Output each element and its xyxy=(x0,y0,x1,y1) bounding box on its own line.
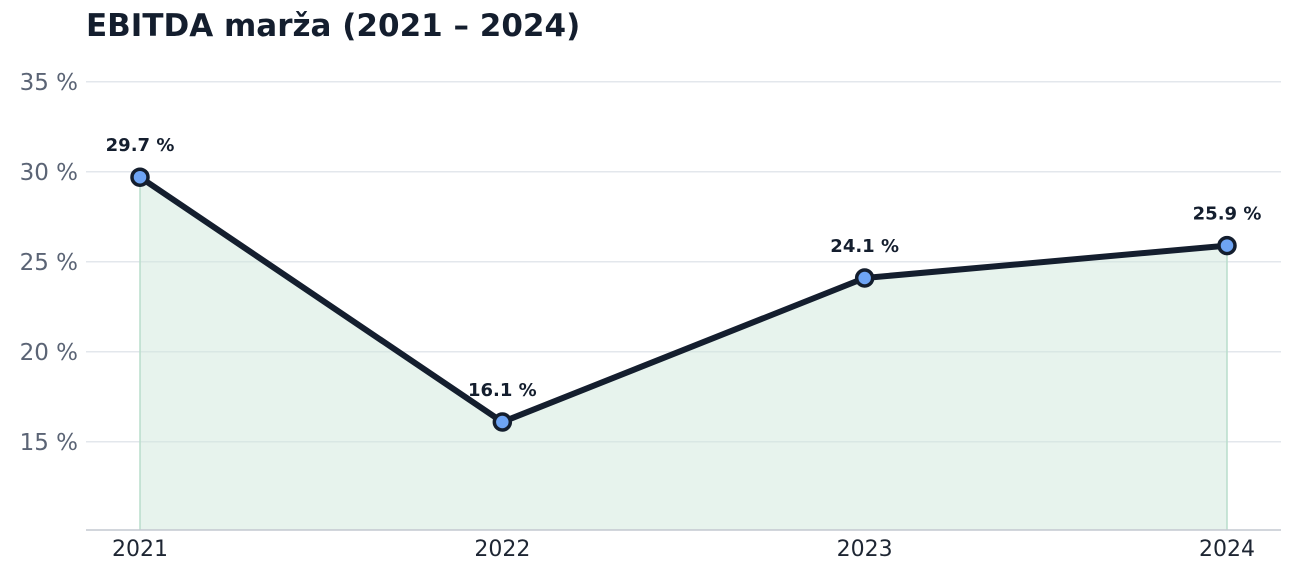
data-labels: 29.7 % 16.1 % 24.1 % 25.9 % xyxy=(106,135,1262,401)
data-point xyxy=(130,167,150,187)
y-tick-label: 20 % xyxy=(20,340,78,366)
y-tick-label: 15 % xyxy=(20,430,78,456)
data-label: 25.9 % xyxy=(1193,204,1262,225)
data-point xyxy=(1217,235,1237,256)
area-fill-layer xyxy=(139,177,1228,530)
x-tick-label: 2024 xyxy=(1199,537,1255,562)
y-axis-ticks: 15 % 20 % 25 % 30 % 35 % xyxy=(20,70,78,456)
y-tick-label: 25 % xyxy=(20,250,78,276)
x-tick-label: 2022 xyxy=(474,537,530,562)
x-axis-ticks: 2021 2022 2023 2024 xyxy=(112,537,1255,562)
series-line-layer xyxy=(137,174,1230,425)
data-label: 16.1 % xyxy=(468,380,537,401)
x-tick-label: 2021 xyxy=(112,537,168,562)
x-tick-label: 2023 xyxy=(837,537,893,562)
chart-title: EBITDA marža (2021 – 2024) xyxy=(86,8,581,44)
y-tick-label: 35 % xyxy=(20,70,78,96)
data-point xyxy=(492,412,513,432)
data-point xyxy=(854,268,875,288)
data-label: 29.7 % xyxy=(106,135,175,156)
y-tick-label: 30 % xyxy=(20,160,78,186)
data-points xyxy=(130,167,1237,432)
data-label: 24.1 % xyxy=(830,236,899,257)
area-fill xyxy=(140,177,1227,530)
series-line xyxy=(137,174,1230,425)
